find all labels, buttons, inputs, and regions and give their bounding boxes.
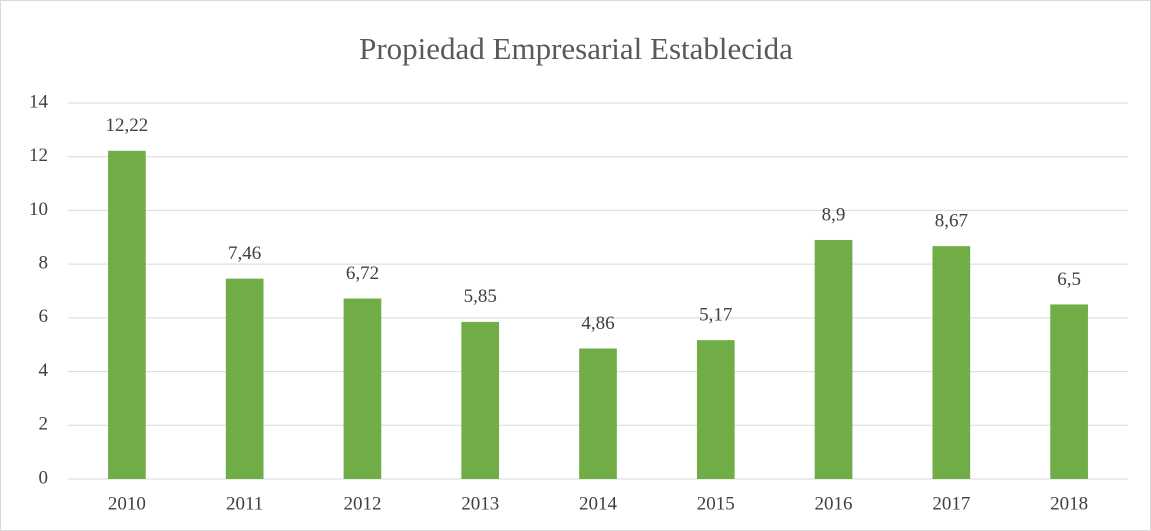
data-label: 8,67 — [935, 211, 968, 232]
y-tick-label: 2 — [39, 414, 49, 435]
x-tick-label: 2018 — [1050, 493, 1088, 514]
data-label: 6,72 — [346, 263, 379, 284]
y-tick-label: 12 — [29, 145, 48, 166]
y-tick-label: 4 — [39, 360, 49, 381]
x-tick-label: 2014 — [579, 493, 618, 514]
bar — [108, 150, 146, 479]
data-label: 8,9 — [822, 204, 846, 225]
bar — [1050, 304, 1088, 479]
y-tick-label: 14 — [29, 91, 49, 112]
x-tick-label: 2011 — [226, 493, 263, 514]
data-label: 5,85 — [464, 286, 497, 307]
x-tick-label: 2017 — [932, 493, 970, 514]
x-tick-label: 2013 — [461, 493, 499, 514]
data-label: 7,46 — [228, 243, 261, 264]
bar — [579, 348, 617, 479]
data-label: 4,86 — [581, 313, 614, 334]
bar — [461, 321, 500, 479]
bar — [814, 239, 853, 479]
x-tick-label: 2012 — [343, 493, 381, 514]
bar — [932, 246, 971, 479]
x-tick-label: 2010 — [108, 493, 146, 514]
y-tick-label: 10 — [29, 199, 48, 220]
data-label: 5,17 — [699, 305, 732, 326]
y-tick-label: 6 — [39, 306, 49, 327]
x-tick-label: 2016 — [815, 493, 853, 514]
bar — [343, 298, 382, 479]
y-tick-label: 8 — [39, 253, 49, 274]
y-tick-label: 0 — [39, 467, 49, 488]
data-label: 6,5 — [1057, 269, 1081, 290]
x-tick-label: 2015 — [697, 493, 735, 514]
bar — [225, 278, 264, 479]
chart-title: Propiedad Empresarial Establecida — [359, 31, 793, 66]
data-label: 12,22 — [106, 115, 149, 136]
bar — [696, 340, 735, 479]
